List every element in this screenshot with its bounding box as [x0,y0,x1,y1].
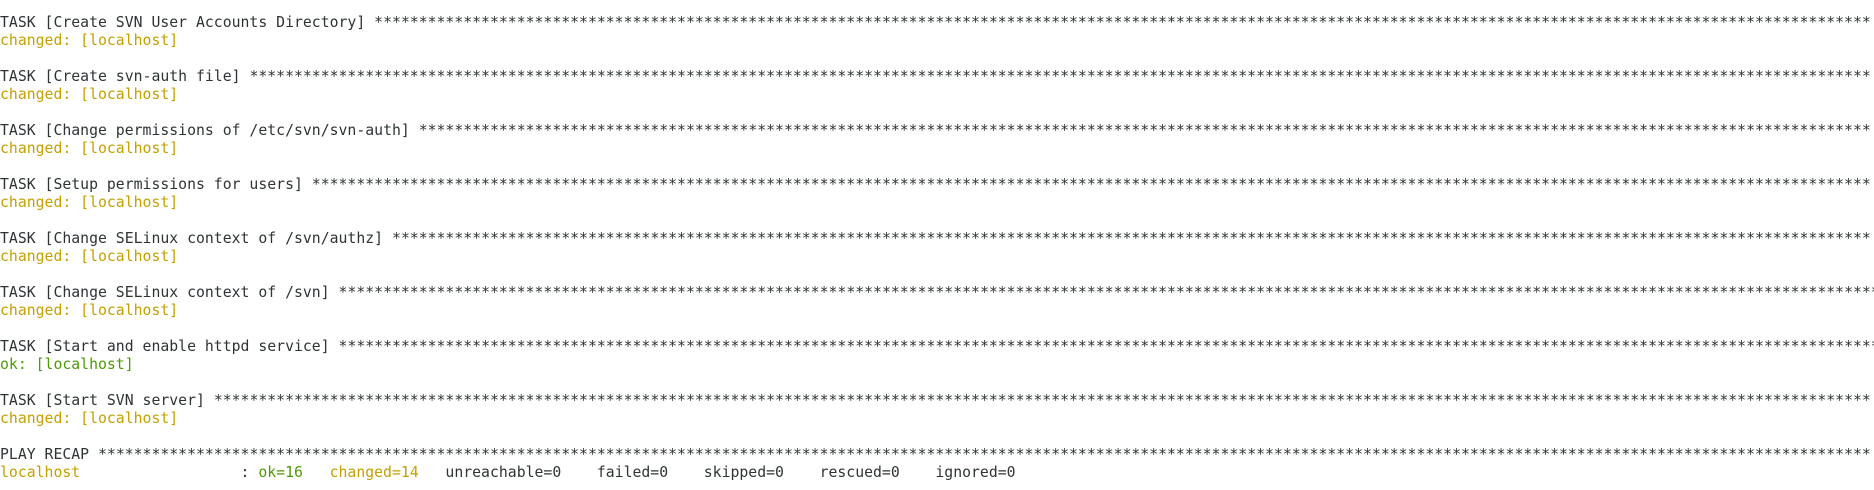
task-status: changed: [localhost] [0,302,179,319]
task-header: TASK [Create svn-auth file] [0,68,241,85]
recap-failed: failed=0 [596,464,669,481]
task-line: TASK [Create svn-auth file] *************… [0,68,1874,86]
task-header: TASK [Create SVN User Accounts Directory… [0,14,366,31]
task-status: ok: [localhost] [0,356,134,373]
recap-changed: changed=14 [329,464,419,481]
task-stars: ****************************************… [311,176,1871,193]
recap-rescued: rescued=0 [819,464,900,481]
task-header: TASK [Change permissions of /etc/svn/svn… [0,122,410,139]
task-stars: ****************************************… [391,230,1871,247]
task-line: TASK [Change permissions of /etc/svn/svn… [0,122,1874,140]
task-line: TASK [Start and enable httpd service] ***… [0,338,1874,356]
recap-ok: ok=16 [258,464,303,481]
task-header: TASK [Start SVN server] [0,392,205,409]
task-status: changed: [localhost] [0,410,179,427]
task-stars: ****************************************… [374,14,1871,31]
task-line: TASK [Change SELinux context of /svn] ***… [0,284,1874,302]
recap-sep: : [240,464,250,481]
recap-skipped: skipped=0 [703,464,784,481]
task-header: TASK [Change SELinux context of /svn/aut… [0,230,384,247]
recap-header: PLAY RECAP [0,446,90,463]
task-line: TASK [Start SVN server] *****************… [0,392,1874,410]
task-stars: ****************************************… [213,392,1871,409]
task-status: changed: [localhost] [0,86,179,103]
task-stars: ****************************************… [418,122,1871,139]
recap-line: PLAY RECAP ******************************… [0,446,1874,464]
task-header: TASK [Change SELinux context of /svn] [0,284,330,301]
task-stars: ****************************************… [338,284,1874,301]
task-header: TASK [Setup permissions for users] [0,176,303,193]
recap-stars: ****************************************… [98,446,1871,463]
task-status: changed: [localhost] [0,248,179,265]
task-line: TASK [Setup permissions for users] ******… [0,176,1874,194]
task-status: changed: [localhost] [0,32,179,49]
task-header: TASK [Start and enable httpd service] [0,338,330,355]
task-status: changed: [localhost] [0,194,179,211]
recap-ignored: ignored=0 [935,464,1016,481]
task-line: TASK [Create SVN User Accounts Directory… [0,14,1874,32]
recap-stats: localhost: ok=16 changed=14 unreachable=0 fa… [0,464,1874,482]
task-stars: ****************************************… [338,338,1874,355]
task-status: changed: [localhost] [0,140,179,157]
recap-host: localhost [0,464,81,481]
task-stars: ****************************************… [249,68,1871,85]
task-line: TASK [Change SELinux context of /svn/aut… [0,230,1874,248]
recap-unreachable: unreachable=0 [445,464,562,481]
